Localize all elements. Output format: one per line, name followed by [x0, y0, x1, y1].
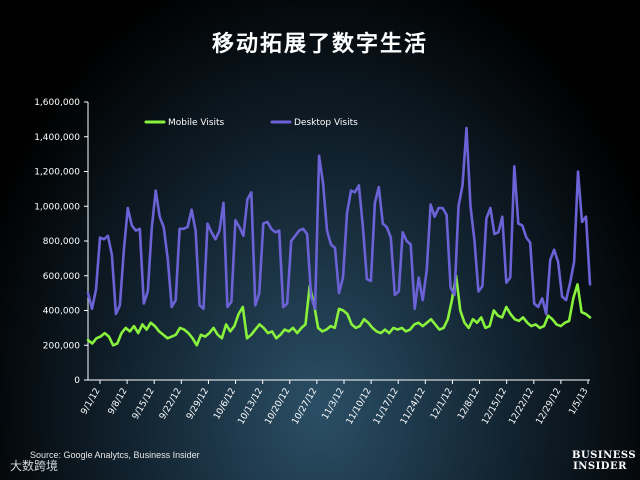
y-tick-label: 1,000,000: [34, 202, 80, 212]
x-tick-label: 10/6/12: [212, 387, 238, 422]
y-tick-label: 400,000: [43, 307, 80, 317]
brand-line-1: BUSINESS: [572, 450, 637, 461]
x-tick-label: 12/15/12: [480, 386, 509, 426]
x-tick-label: 1/5/13: [567, 387, 590, 417]
legend-label: Mobile Visits: [168, 118, 225, 128]
brand-logo: BUSINESS INSIDER: [572, 450, 637, 472]
y-tick-label: 600,000: [43, 272, 80, 282]
chart-title: 移动拓展了数字生活: [211, 32, 428, 57]
x-tick-label: 9/29/12: [185, 387, 211, 422]
x-tick-label: 9/8/12: [107, 387, 130, 417]
y-tick-label: 0: [74, 376, 80, 386]
y-tick-label: 800,000: [43, 237, 80, 247]
x-tick-label: 10/20/12: [264, 387, 293, 427]
x-tick-label: 9/15/12: [131, 387, 157, 422]
x-tick-label: 11/24/12: [399, 387, 428, 427]
x-tick-label: 12/22/12: [508, 387, 537, 427]
x-tick-label: 9/1/12: [79, 387, 102, 417]
y-tick-label: 1,200,000: [34, 168, 80, 178]
x-axis: 9/1/12 9/8/12 9/15/12 9/22/12 9/29/12 10/6/12…: [79, 379, 591, 427]
watermark-text: 大数跨境: [10, 459, 59, 473]
legend: Mobile Visits Desktop Visits: [144, 118, 358, 128]
x-tick-label: 10/13/12: [236, 387, 265, 427]
y-tick-label: 200,000: [43, 341, 80, 351]
source-note: Source: Google Analytcs, Business Inside…: [30, 450, 200, 460]
series-layer: [86, 126, 592, 347]
brand-line-2: INSIDER: [573, 461, 627, 472]
y-tick-label: 1,400,000: [34, 133, 80, 143]
x-tick-label: 11/10/12: [345, 387, 374, 427]
x-tick-label: 11/3/12: [321, 387, 347, 422]
x-tick-label: 9/22/12: [158, 387, 184, 422]
y-tick-label: 1,600,000: [34, 98, 80, 108]
legend-label: Desktop Visits: [294, 118, 358, 128]
series-line-desktop: [86, 126, 592, 316]
x-tick-label: 12/29/12: [535, 387, 564, 427]
x-tick-label: 10/27/12: [291, 387, 320, 427]
series-line-mobile: [86, 274, 592, 347]
x-tick-label: 12/8/12: [456, 387, 482, 422]
x-tick-label: 11/17/12: [372, 387, 401, 427]
y-axis: 0 200,000 400,000 600,000 800,000 1,000,000 1,…: [34, 98, 89, 386]
watermark-logo: 大数跨境: [10, 457, 58, 474]
x-tick-label: 12/1/12: [429, 387, 455, 422]
